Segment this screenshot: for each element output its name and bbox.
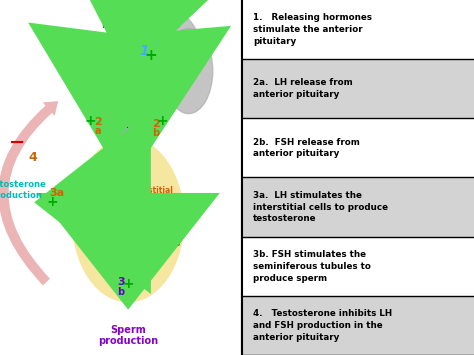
Text: b: b (117, 287, 125, 297)
FancyBboxPatch shape (242, 59, 474, 118)
Text: 3a.  LH stimulates the
interstitial cells to produce
testosterone: 3a. LH stimulates the interstitial cells… (253, 191, 388, 223)
Text: 2a.  LH release from
anterior pituitary: 2a. LH release from anterior pituitary (253, 78, 353, 99)
FancyArrowPatch shape (53, 0, 249, 75)
Text: Seminiferous
tubules: Seminiferous tubules (124, 239, 181, 258)
Ellipse shape (103, 80, 154, 162)
FancyArrowPatch shape (0, 101, 58, 285)
Text: Anterior
pituitary: Anterior pituitary (109, 111, 148, 130)
FancyBboxPatch shape (242, 296, 474, 355)
FancyBboxPatch shape (242, 237, 474, 296)
Text: 1: 1 (139, 44, 149, 59)
Text: 2: 2 (94, 118, 102, 127)
Text: 2: 2 (152, 119, 160, 129)
Text: +: + (145, 48, 157, 62)
Text: +: + (122, 277, 134, 291)
FancyArrowPatch shape (36, 193, 220, 310)
Text: b: b (152, 128, 159, 138)
Text: 2b.  FSH release from
anterior pituitary: 2b. FSH release from anterior pituitary (253, 137, 360, 158)
Text: Hypothalamus: Hypothalamus (100, 20, 180, 30)
FancyArrowPatch shape (34, 111, 151, 294)
FancyArrowPatch shape (48, 26, 231, 150)
Text: Testes: Testes (88, 198, 120, 207)
FancyBboxPatch shape (242, 178, 474, 237)
Text: 3a: 3a (49, 189, 64, 198)
FancyArrowPatch shape (28, 23, 210, 150)
Text: Testosterone
production: Testosterone production (0, 180, 46, 200)
Ellipse shape (164, 28, 213, 114)
Text: 1.   Releasing hormones
stimulate the anterior
pituitary: 1. Releasing hormones stimulate the ante… (253, 13, 373, 46)
Ellipse shape (104, 4, 201, 96)
Text: 4.   Testosterone inhibits LH
and FSH production in the
anterior pituitary: 4. Testosterone inhibits LH and FSH prod… (253, 309, 392, 342)
Text: Interstitial
cells: Interstitial cells (127, 186, 173, 205)
Text: 3b. FSH stimulates the
seminiferous tubules to
produce sperm: 3b. FSH stimulates the seminiferous tubu… (253, 250, 371, 283)
Text: 4: 4 (28, 152, 37, 164)
Text: +: + (85, 114, 97, 128)
Text: Sperm
production: Sperm production (98, 325, 158, 346)
FancyBboxPatch shape (242, 0, 474, 59)
Text: +: + (156, 114, 168, 128)
Text: +: + (46, 195, 58, 209)
FancyBboxPatch shape (242, 0, 474, 355)
Text: 3: 3 (117, 277, 125, 287)
Text: −: − (9, 132, 26, 152)
FancyBboxPatch shape (242, 118, 474, 178)
Circle shape (73, 138, 184, 302)
Text: a: a (95, 126, 101, 136)
